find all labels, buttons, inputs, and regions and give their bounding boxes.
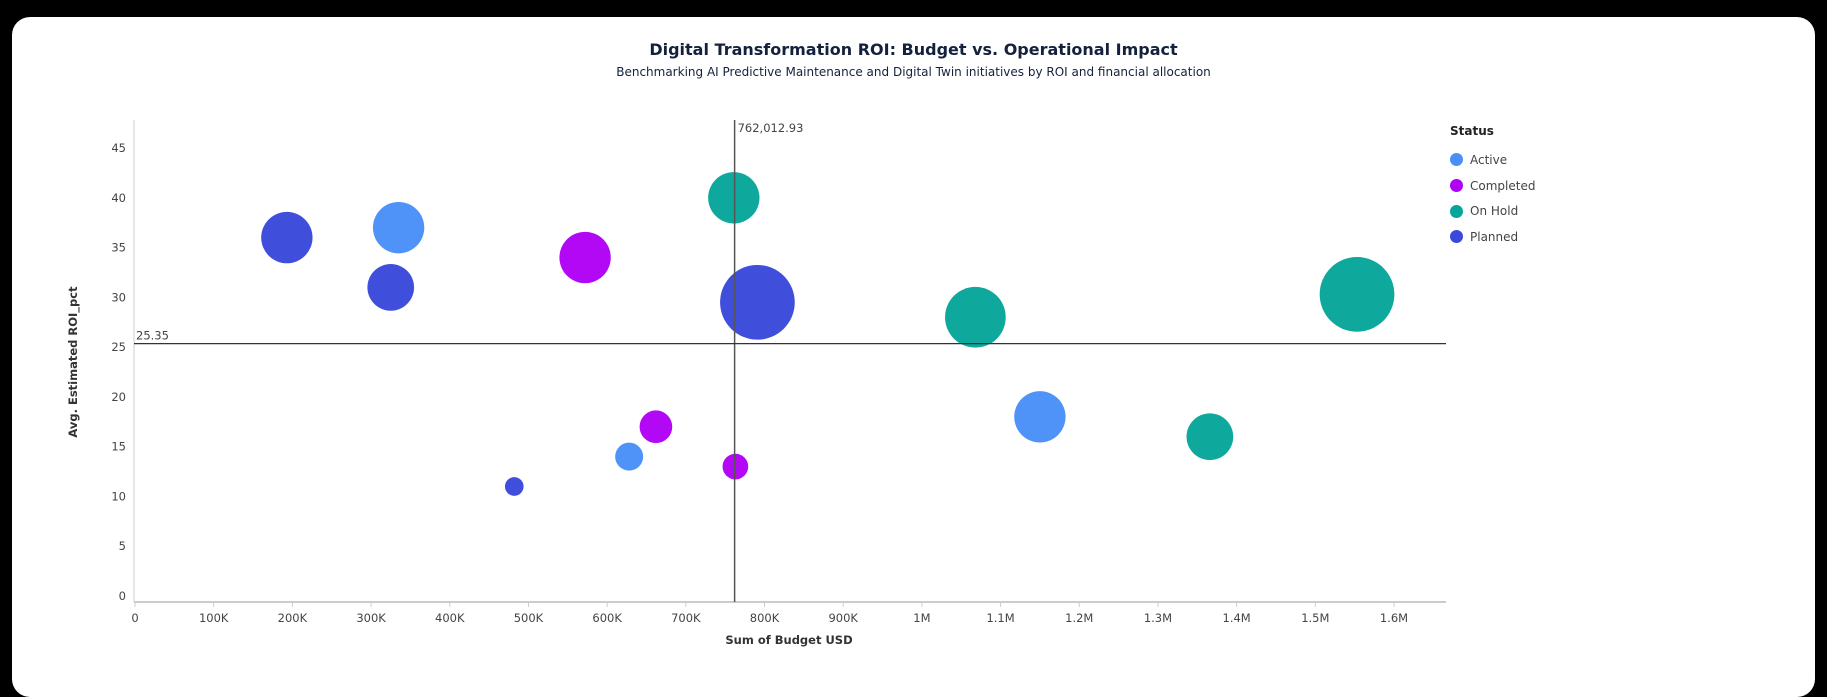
y-tick-label: 0 — [119, 589, 126, 603]
bubble-on-hold — [1319, 257, 1395, 332]
bubble-active — [615, 442, 644, 471]
bubble-on-hold — [1186, 413, 1234, 461]
chart-card — [12, 17, 1815, 697]
legend-marker-icon — [1450, 230, 1463, 244]
x-tick-label: 300K — [356, 611, 386, 625]
x-tick-label: 1.2M — [1065, 611, 1093, 625]
legend: Status Active Completed On Hold Planned — [1450, 124, 1535, 250]
x-tick-label: 1M — [913, 611, 930, 625]
bubble-active — [372, 201, 425, 254]
y-reference-label: 25.35 — [136, 329, 169, 343]
x-tick-label: 1.4M — [1223, 611, 1251, 625]
legend-item[interactable]: Active — [1450, 147, 1535, 173]
chart-subtitle: Benchmarking AI Predictive Maintenance a… — [616, 65, 1211, 79]
bubble-chart: 0 100K 200K 300K 400K 500K 600K 700K 800K 900K 1M 1… — [66, 120, 1446, 647]
y-tick-label: 40 — [111, 191, 126, 205]
bubble-planned — [720, 264, 795, 340]
legend-item[interactable]: Planned — [1450, 224, 1535, 250]
bubble-on-hold — [945, 286, 1006, 348]
x-tick-label: 700K — [671, 611, 701, 625]
x-tick-label: 0 — [131, 611, 138, 625]
y-tick-label: 30 — [111, 290, 126, 304]
y-tick-label: 20 — [111, 390, 126, 404]
x-tick-label: 800K — [750, 611, 780, 625]
y-axis-label: Avg. Estimated ROI_pct — [66, 286, 81, 438]
x-tick-label: 600K — [592, 611, 622, 625]
legend-item[interactable]: Completed — [1450, 173, 1535, 199]
legend-label: Active — [1470, 152, 1508, 167]
x-tick-label: 1.6M — [1380, 611, 1408, 625]
x-tick-label: 500K — [514, 611, 544, 625]
legend-item[interactable]: On Hold — [1450, 198, 1535, 224]
y-tick-label: 15 — [111, 440, 126, 454]
legend-label: Completed — [1470, 178, 1536, 193]
bubble-on-hold — [708, 172, 760, 224]
x-tick-label: 400K — [435, 611, 465, 625]
x-tick-label: 1.5M — [1301, 611, 1329, 625]
bubble-active — [1014, 391, 1066, 443]
x-tick-label: 900K — [828, 611, 858, 625]
y-tick-label: 45 — [111, 141, 126, 155]
x-reference-label: 762,012.93 — [738, 121, 804, 135]
legend-marker-icon — [1450, 204, 1463, 218]
legend-title: Status — [1450, 124, 1494, 138]
bubble-completed — [722, 453, 749, 480]
bubble-planned — [367, 264, 415, 311]
x-tick-label: 200K — [278, 611, 308, 625]
legend-marker-icon — [1450, 179, 1463, 193]
x-axis-label: Sum of Budget USD — [725, 633, 852, 647]
bubble-planned — [504, 477, 524, 496]
legend-marker-icon — [1450, 153, 1463, 167]
y-tick-label: 10 — [111, 489, 126, 503]
x-tick-label: 1.3M — [1144, 611, 1172, 625]
bubble-completed — [639, 410, 673, 444]
y-tick-label: 25 — [111, 340, 126, 354]
legend-label: Planned — [1470, 229, 1519, 244]
chart-title: Digital Transformation ROI: Budget vs. O… — [649, 40, 1178, 59]
bubble-planned — [261, 211, 313, 264]
legend-label: On Hold — [1470, 204, 1519, 219]
y-tick-label: 35 — [111, 241, 126, 255]
x-tick-label: 100K — [199, 611, 229, 625]
y-tick-label: 5 — [119, 539, 126, 553]
x-tick-label: 1.1M — [986, 611, 1014, 625]
bubble-completed — [559, 231, 611, 284]
